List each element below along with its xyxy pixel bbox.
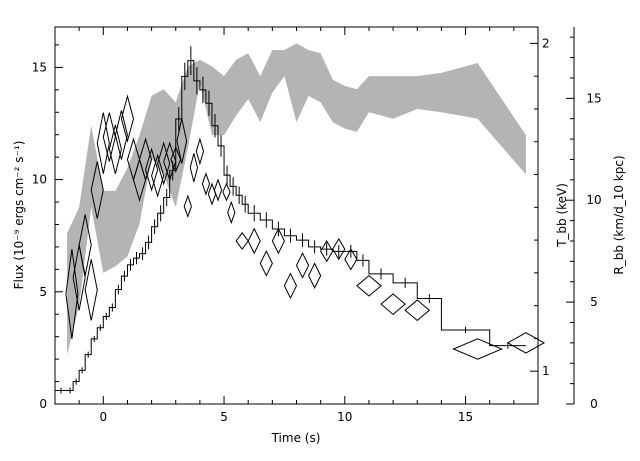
radius-diamond	[320, 239, 334, 263]
radius-layer	[65, 94, 546, 360]
radius-diamond	[102, 112, 116, 162]
kt-tick-label: 2	[542, 36, 550, 50]
radius-diamond	[65, 249, 79, 339]
radius-diamond	[78, 214, 92, 276]
radius-diamond	[356, 274, 382, 297]
radius-diamond	[452, 338, 504, 360]
radius-diamond	[332, 237, 346, 261]
radius-diamond	[207, 182, 217, 206]
radius-diamond	[404, 299, 431, 322]
x-axis-label: Time (s)	[271, 431, 321, 445]
kt-tick-label: 1	[542, 364, 550, 378]
radius-diamond	[189, 153, 199, 182]
radius-diamond	[139, 137, 153, 182]
radius-diamond	[157, 141, 171, 186]
radius-diamond	[108, 124, 122, 174]
radius-diamond	[163, 141, 177, 182]
kt-band	[67, 43, 526, 355]
flux-tick-label: 15	[32, 60, 47, 74]
radius-tick-label: 0	[590, 397, 598, 411]
radius-diamond	[235, 231, 249, 250]
radius-diamond	[84, 259, 98, 321]
radius-diamond	[201, 172, 211, 196]
radius-diamond	[308, 262, 322, 289]
y-axis-label-radius: R_bb (km/d_10 kpc)	[612, 155, 626, 274]
axis-layer: 0 5 10 15 0 5 10 15 1 2 0 5 10 15	[32, 27, 602, 424]
flux-tick-label: 10	[32, 173, 47, 187]
flux-tick-label: 0	[39, 397, 47, 411]
radius-tick-label: 5	[590, 295, 598, 309]
radius-diamond	[247, 227, 261, 255]
x-tick-label: 10	[337, 410, 352, 424]
x-tick-label: 15	[458, 410, 473, 424]
radius-diamond	[170, 145, 182, 174]
radius-diamond	[213, 178, 223, 202]
radius-diamond	[227, 200, 236, 225]
radius-diamond	[506, 332, 546, 354]
radius-diamond	[176, 118, 188, 164]
radius-diamond	[96, 112, 110, 174]
radius-diamond	[295, 252, 310, 279]
y-axis-label-kt: T_bb (keV)	[555, 183, 569, 248]
radius-tick-label: 10	[586, 193, 601, 207]
radius-diamond	[151, 153, 165, 198]
radius-diamond	[114, 110, 128, 160]
kt-band-layer	[67, 43, 526, 355]
radius-diamond	[90, 161, 104, 219]
x-tick-label: 0	[99, 410, 107, 424]
radius-diamond	[222, 182, 231, 202]
radius-diamond	[271, 227, 285, 255]
radius-diamond	[195, 137, 205, 166]
flux-tick-label: 5	[39, 285, 47, 299]
radius-diamond	[120, 94, 135, 144]
y-axis-label-flux: Flux (10⁻⁹ ergs cm⁻² s⁻¹)	[12, 141, 26, 290]
radius-diamond	[259, 250, 273, 277]
radius-diamond	[344, 248, 358, 271]
radius-diamond	[380, 293, 406, 315]
radius-diamond	[283, 272, 298, 300]
radius-tick-label: 15	[586, 91, 601, 105]
x-tick-label: 5	[220, 410, 228, 424]
radius-diamond	[183, 194, 192, 219]
